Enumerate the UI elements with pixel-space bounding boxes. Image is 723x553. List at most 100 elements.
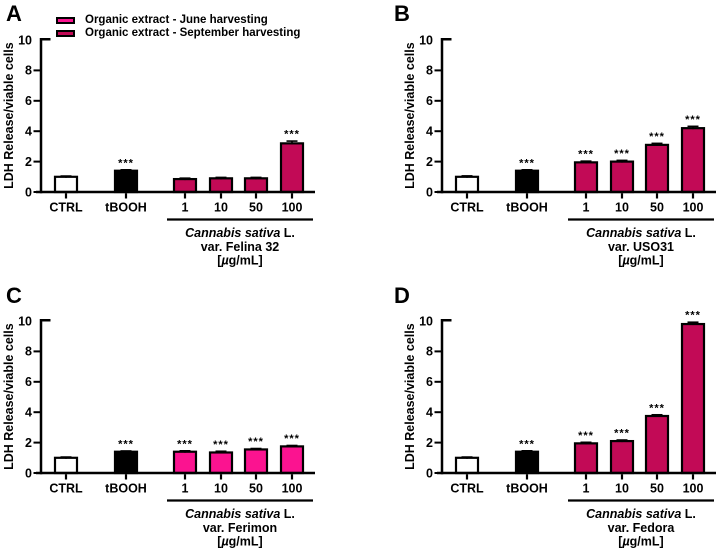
significance-stars: *** [177, 438, 193, 450]
x-tick-label: tBOOH [105, 201, 147, 215]
panel-D-chart: CTRL***tBOOH***1***10***50***1000246810L… [403, 310, 716, 549]
x-tick-label: CTRL [49, 201, 83, 215]
significance-stars: *** [284, 433, 300, 445]
y-tick-label: 0 [25, 185, 32, 199]
significance-stars: *** [614, 148, 630, 160]
y-tick-label: 10 [18, 33, 32, 47]
y-axis-title: LDH Release/viable cells [2, 323, 16, 470]
bar-10 [609, 160, 635, 194]
bar-50 [644, 143, 670, 194]
bar-50 [243, 177, 269, 194]
bar-50 [644, 414, 670, 475]
legend-item-september: Organic extract - September harvesting [56, 27, 300, 39]
y-tick-label: 8 [426, 64, 433, 78]
bar-10 [609, 439, 635, 475]
bar-1 [172, 177, 198, 194]
bar-CTRL [454, 456, 480, 475]
y-tick-label: 8 [25, 64, 32, 78]
significance-stars: *** [649, 131, 665, 143]
y-tick-label: 2 [426, 436, 433, 450]
bar-10 [208, 177, 234, 194]
group-label-variety: var. USO31 [608, 240, 674, 254]
panel-B-chart: CTRL***tBOOH***1***10***50***1000246810L… [403, 33, 716, 268]
y-tick-label: 2 [25, 155, 32, 169]
panel-letter-A: A [6, 1, 22, 26]
x-tick-label: 1 [182, 201, 189, 215]
y-tick-label: 2 [25, 436, 32, 450]
bar-1 [573, 442, 599, 475]
group-label-species: Cannabis sativa L. [586, 226, 696, 240]
y-tick-label: 10 [419, 33, 433, 47]
x-tick-label: 100 [282, 201, 303, 215]
x-tick-label: 100 [683, 482, 704, 496]
y-axis [39, 38, 51, 194]
legend-label-september: Organic extract - September harvesting [85, 27, 301, 39]
y-tick-label: 4 [426, 125, 433, 139]
x-tick-label: CTRL [450, 482, 484, 496]
bar-CTRL [53, 175, 79, 194]
y-axis-title: LDH Release/viable cells [403, 323, 417, 470]
bar-CTRL [53, 456, 79, 475]
significance-stars: *** [614, 428, 630, 440]
y-tick-label: 4 [25, 406, 32, 420]
group-label-species: Cannabis sativa L. [586, 507, 696, 521]
bar-100 [279, 445, 305, 475]
significance-stars: *** [519, 157, 535, 169]
bar-50 [243, 448, 269, 475]
bar-tBOOH [113, 450, 139, 475]
x-tick-label: tBOOH [506, 482, 548, 496]
x-tick-label: CTRL [49, 482, 83, 496]
legend-swatch-june-icon [56, 16, 75, 24]
group-label-variety: var. Fedora [608, 521, 676, 535]
significance-stars: *** [248, 436, 264, 448]
bar-100 [680, 322, 706, 475]
significance-stars: *** [649, 402, 665, 414]
legend-label-june: Organic extract - June harvesting [85, 14, 268, 26]
significance-stars: *** [118, 157, 134, 169]
bar-10 [208, 451, 234, 475]
significance-stars: *** [213, 439, 229, 451]
y-tick-label: 10 [18, 314, 32, 328]
x-tick-label: tBOOH [105, 482, 147, 496]
x-tick-label: 50 [650, 482, 664, 496]
x-tick-label: 100 [282, 482, 303, 496]
x-tick-label: 50 [249, 482, 263, 496]
x-tick-label: 50 [249, 201, 263, 215]
y-tick-label: 0 [426, 466, 433, 480]
panel-C-chart: CTRL***tBOOH***1***10***50***1000246810L… [2, 314, 315, 549]
legend: Organic extract - June harvesting Organi… [56, 14, 300, 40]
bar-1 [172, 450, 198, 475]
y-axis-title: LDH Release/viable cells [403, 42, 417, 189]
group-label-unit: [µg/mL] [618, 535, 663, 549]
bar-100 [279, 142, 305, 194]
significance-stars: *** [685, 114, 701, 126]
x-tick-label: 1 [583, 201, 590, 215]
y-axis-title: LDH Release/viable cells [2, 42, 16, 189]
y-tick-label: 0 [25, 466, 32, 480]
x-tick-label: 10 [214, 201, 228, 215]
bar-100 [680, 127, 706, 194]
y-tick-label: 4 [25, 125, 32, 139]
significance-stars: *** [685, 310, 701, 322]
group-label-species: Cannabis sativa L. [185, 226, 295, 240]
significance-stars: *** [284, 129, 300, 141]
significance-stars: *** [118, 438, 134, 450]
group-label-species: Cannabis sativa L. [185, 507, 295, 521]
bar-1 [573, 161, 599, 194]
bar-tBOOH [113, 169, 139, 194]
x-tick-label: 1 [182, 482, 189, 496]
x-tick-label: CTRL [450, 201, 484, 215]
x-tick-label: 100 [683, 201, 704, 215]
y-tick-label: 4 [426, 406, 433, 420]
group-label-unit: [µg/mL] [217, 254, 262, 268]
y-tick-label: 8 [426, 345, 433, 359]
significance-stars: *** [578, 430, 594, 442]
x-tick-label: 10 [214, 482, 228, 496]
y-tick-label: 6 [25, 94, 32, 108]
x-tick-label: 50 [650, 201, 664, 215]
y-tick-label: 6 [426, 94, 433, 108]
bar-tBOOH [514, 169, 540, 194]
significance-stars: *** [519, 438, 535, 450]
group-label-variety: var. Felina 32 [201, 240, 280, 254]
bar-CTRL [454, 175, 480, 194]
